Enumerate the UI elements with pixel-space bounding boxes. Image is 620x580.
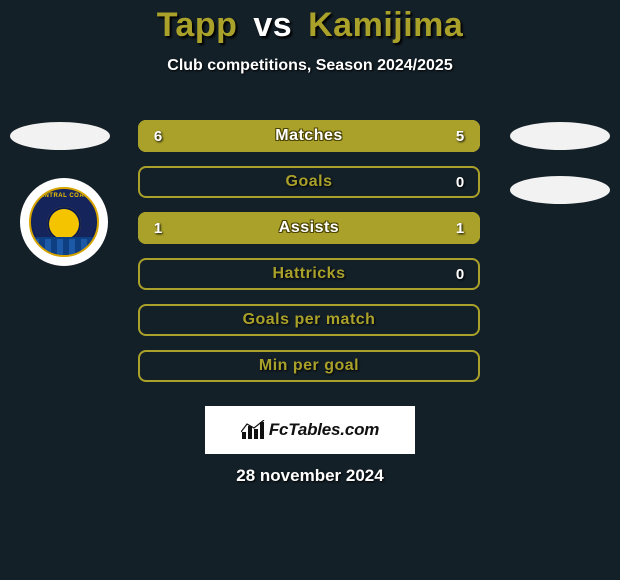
crest-wave-icon xyxy=(29,237,99,257)
crest-ball-icon xyxy=(47,207,81,241)
stat-bar: 0Goals xyxy=(138,166,480,198)
stat-label: Min per goal xyxy=(138,350,480,382)
date-text: 28 november 2024 xyxy=(0,466,620,486)
stat-label: Goals per match xyxy=(138,304,480,336)
branding-text: FcTables.com xyxy=(269,420,379,440)
stat-label: Assists xyxy=(138,212,480,244)
page-title: Tapp vs Kamijima xyxy=(0,0,620,45)
title-player1: Tapp xyxy=(157,6,238,44)
player1-photo-placeholder xyxy=(10,122,110,150)
stats-panel: 65Matches 0Goals 11Assists 0Hattricks Goals … xyxy=(138,120,480,396)
stat-bar: Min per goal xyxy=(138,350,480,382)
branding-badge[interactable]: FcTables.com xyxy=(205,406,415,454)
subtitle: Club competitions, Season 2024/2025 xyxy=(0,57,620,75)
player2-club-placeholder xyxy=(510,176,610,204)
title-player2: Kamijima xyxy=(308,6,463,44)
stat-label: Goals xyxy=(138,166,480,198)
crest-top-text: CENTRAL COAST xyxy=(31,193,97,199)
title-vs: vs xyxy=(253,6,292,44)
stat-bar: Goals per match xyxy=(138,304,480,336)
branding-bars-icon xyxy=(241,420,265,440)
stat-label: Matches xyxy=(138,120,480,152)
stat-bar: 65Matches xyxy=(138,120,480,152)
player2-photo-placeholder xyxy=(510,122,610,150)
stat-bar: 11Assists xyxy=(138,212,480,244)
stat-bar: 0Hattricks xyxy=(138,258,480,290)
player1-club-crest: CENTRAL COAST xyxy=(20,178,108,266)
stat-label: Hattricks xyxy=(138,258,480,290)
